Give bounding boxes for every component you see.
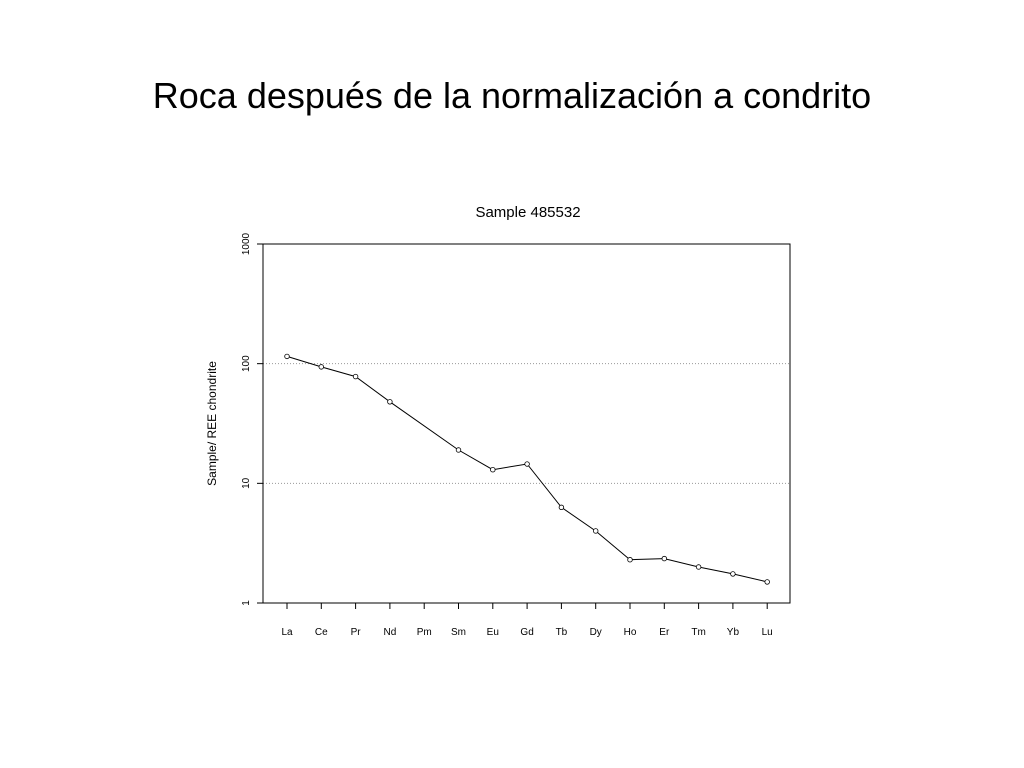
x-tick-label: Ho	[624, 627, 637, 638]
x-tick-label: Nd	[384, 627, 397, 638]
x-tick-label: Dy	[590, 627, 602, 638]
y-axis-label: Sample/ REE chondrite	[205, 361, 219, 486]
x-axis: La Ce Pr Nd Pm Sm Eu Gd Tb Dy Ho Er Tm Yb Lu	[281, 603, 773, 638]
data-point	[593, 528, 599, 534]
gridlines	[263, 363, 790, 484]
x-tick-label: Eu	[487, 627, 499, 638]
data-point	[352, 373, 359, 380]
x-tick-label: Lu	[762, 627, 773, 638]
x-tick-label: Sm	[451, 627, 466, 638]
x-tick-label: La	[281, 627, 293, 638]
x-tick-label: Tb	[556, 627, 568, 638]
plot-frame	[262, 243, 791, 604]
slide-title: Roca después de la normalización a condr…	[152, 75, 872, 116]
x-tick-label: Yb	[727, 627, 740, 638]
x-tick-label: Tm	[691, 627, 705, 638]
x-tick-label: Pr	[351, 627, 362, 638]
data-point	[387, 399, 393, 405]
y-tick-label: 1	[241, 600, 252, 606]
data-point	[455, 447, 462, 453]
data-point	[318, 364, 324, 370]
y-axis: 1 10 100 1000	[241, 232, 263, 606]
data-point	[627, 557, 633, 563]
data-point	[730, 571, 736, 577]
data-point	[524, 461, 530, 467]
data-point	[558, 504, 565, 511]
x-tick-label: Pm	[417, 627, 432, 638]
data-point	[695, 564, 702, 570]
data-point	[661, 555, 667, 562]
x-tick-label: Gd	[520, 627, 533, 638]
y-tick-label: 10	[241, 477, 252, 489]
x-tick-label: Er	[659, 627, 670, 638]
data-point	[764, 579, 770, 585]
data-points	[284, 353, 770, 585]
x-tick-label: Ce	[315, 627, 328, 638]
y-tick-label: 1000	[241, 232, 252, 255]
chart-title: Sample 485532	[475, 204, 580, 221]
y-tick-label: 100	[241, 355, 252, 372]
data-point	[284, 353, 290, 360]
data-point	[490, 466, 496, 473]
series-line	[286, 355, 768, 583]
